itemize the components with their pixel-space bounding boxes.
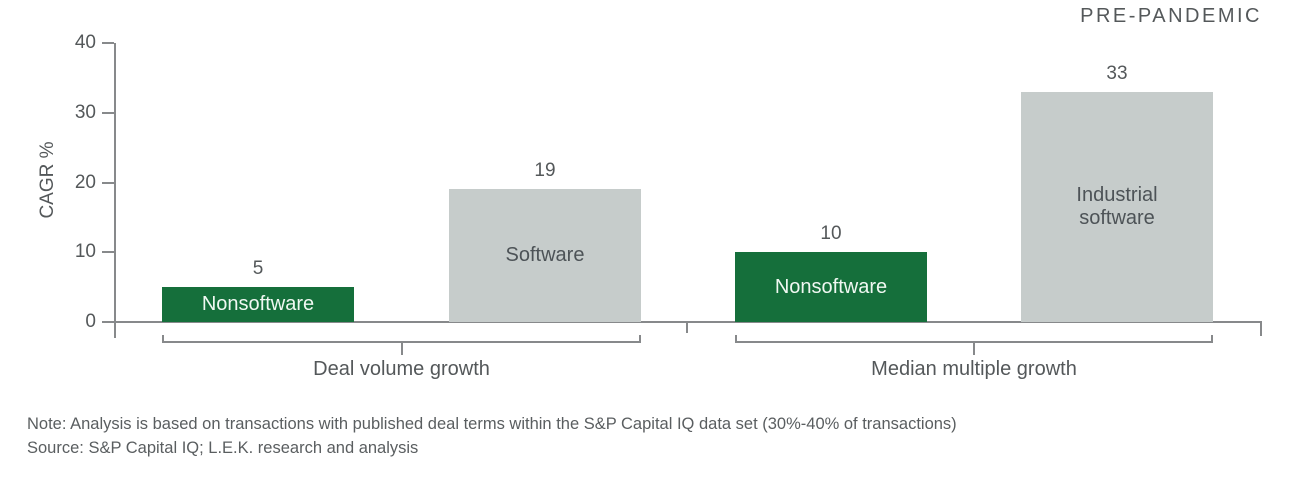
note-text: Note: Analysis is based on transactions … [27,415,957,433]
y-tick-label-30: 30 [74,101,96,123]
y-tick-label-10: 10 [74,241,96,263]
pre-pandemic-label: PRE-PANDEMIC [1080,5,1262,27]
y-tick-label-20: 20 [74,171,96,193]
bar-label: Nonsoftware [774,275,888,298]
bar-nonsoftware: Nonsoftware [735,252,927,322]
value-label: 19 [534,160,556,181]
group-bracket-tick [973,342,975,355]
source-text: Source: S&P Capital IQ; L.E.K. research … [27,439,419,457]
bar-label: Nonsoftware [201,293,315,315]
x-axis-end-tick [1260,322,1262,336]
value-label: 5 [252,258,264,279]
group-label: Median multiple growth [871,358,1077,380]
y-tick-label-40: 40 [74,32,96,53]
y-tick-10 [102,251,114,254]
y-tick-label-0: 0 [85,311,96,332]
y-tick-40 [102,42,114,44]
group-label: Deal volume growth [313,358,490,380]
y-tick-20 [102,181,114,184]
bar-software: Software [449,189,641,322]
group-divider-tick [686,322,688,333]
y-tick-0 [102,321,114,323]
y-axis-line [114,43,116,338]
value-label: 10 [820,223,842,244]
y-tick-30 [102,111,114,114]
bar-label: Software [505,244,585,266]
bar-label: Industrial software [1076,184,1158,229]
value-label: 33 [1106,63,1128,84]
bar-industrial-software: Industrial software [1021,92,1213,322]
footer-note: Note: Analysis is based on transactions … [27,412,957,460]
group-bracket-tick [400,342,403,355]
bar-nonsoftware: Nonsoftware [162,287,354,322]
